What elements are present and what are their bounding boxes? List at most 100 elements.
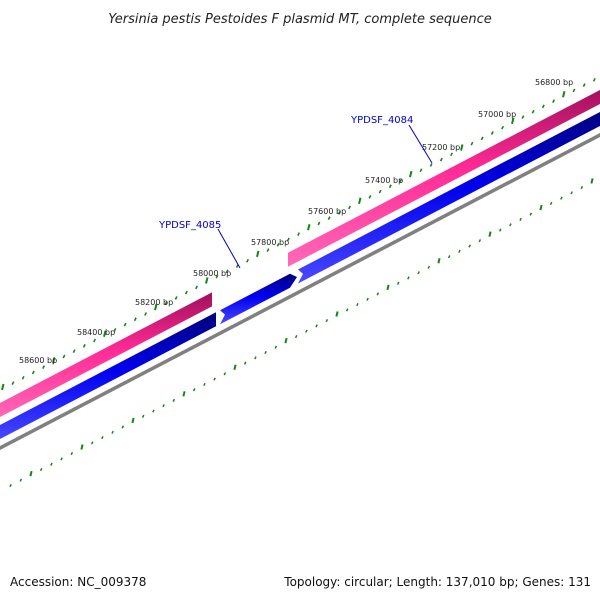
ruler-tick	[582, 83, 586, 87]
inner-tick	[549, 201, 553, 206]
ruler-tick	[552, 99, 556, 103]
inner-tick	[345, 308, 349, 312]
gene-block-reverse[interactable]	[0, 312, 216, 441]
inner-tick	[305, 329, 308, 333]
inner-tick	[366, 297, 369, 301]
ruler-tick	[297, 232, 301, 236]
accession-text: Accession: NC_009378	[10, 575, 146, 589]
inner-tick	[70, 452, 74, 456]
inner-tick	[254, 356, 257, 360]
gene-label-ypdsf-4085[interactable]: YPDSF_4085	[158, 220, 241, 269]
ruler-tick	[541, 104, 545, 109]
ruler-label: 58200 bp	[135, 298, 173, 307]
inner-tick	[80, 444, 84, 450]
inner-tick	[223, 372, 227, 376]
inner-tick	[590, 178, 594, 184]
ruler-tick	[1, 383, 5, 391]
ruler-label: 57400 bp	[365, 176, 403, 185]
ruler-tick	[562, 91, 566, 98]
gene-block-reverse-ypdsf-4084[interactable]	[298, 109, 600, 284]
ruler-tick	[409, 170, 413, 178]
inner-tick	[539, 204, 543, 211]
gene-block-forward[interactable]	[288, 87, 600, 267]
ruler-tick	[531, 109, 535, 114]
inner-tick	[396, 281, 400, 285]
inner-tick	[172, 398, 176, 402]
gene-label-ypdsf-4084[interactable]: YPDSF_4084	[350, 115, 433, 164]
ruler-tick	[317, 221, 321, 226]
gene-label-text[interactable]: YPDSF_4085	[158, 220, 221, 231]
gene-block-forward[interactable]	[0, 292, 212, 419]
ruler-tick	[144, 312, 148, 316]
inner-tick	[447, 255, 451, 259]
inner-tick	[19, 478, 23, 482]
ruler-label: 57200 bp	[422, 143, 460, 152]
ruler-tick	[511, 117, 515, 125]
sequence-backbone	[0, 132, 600, 451]
inner-tick	[192, 388, 196, 392]
inner-tick	[101, 436, 104, 440]
inner-tick	[376, 292, 380, 296]
ruler-tick	[572, 88, 576, 93]
inner-tick	[284, 337, 288, 344]
gene-label-text[interactable]: YPDSF_4084	[350, 115, 413, 126]
ruler-label: 57800 bp	[251, 238, 289, 247]
inner-tick	[141, 414, 145, 418]
ruler-tick	[266, 248, 270, 252]
gene-leader-line	[408, 124, 433, 164]
ruler-tick	[215, 274, 219, 279]
ruler-label: 57000 bp	[478, 110, 516, 119]
ruler-tick	[21, 375, 25, 380]
ruler-tick	[174, 296, 178, 300]
inner-tick	[498, 228, 502, 232]
summary-text: Topology: circular; Length: 137,010 bp; …	[283, 575, 591, 589]
ruler-tick	[378, 189, 382, 194]
inner-tick	[131, 417, 135, 424]
inner-tick	[60, 457, 63, 461]
ruler-tick	[480, 136, 484, 141]
inner-tick	[407, 276, 410, 280]
ruler-tick	[439, 157, 443, 162]
inner-tick	[560, 196, 563, 200]
inner-tick	[121, 425, 125, 429]
ruler-label: 58400 bp	[77, 328, 115, 337]
ruler-tick	[31, 370, 35, 375]
inner-tick	[478, 239, 482, 243]
ruler-tick	[399, 179, 403, 183]
ruler-tick	[133, 317, 137, 322]
ruler-tick	[123, 322, 127, 327]
ruler-tick	[276, 242, 280, 247]
inner-tick	[356, 303, 359, 307]
inner-tick	[9, 483, 12, 488]
inner-tick	[519, 217, 522, 222]
inner-tick	[509, 223, 512, 227]
inner-tick	[264, 350, 267, 355]
coordinate-ruler: 56800 bp 57000 bp 57200 bp 57400 bp 57600 bp…	[1, 77, 596, 391]
ruler-tick	[225, 269, 229, 274]
ruler-tick	[72, 349, 76, 354]
ruler-tick	[348, 205, 352, 210]
ruler-tick	[419, 168, 423, 173]
ruler-tick	[246, 258, 250, 263]
inner-tick	[50, 462, 53, 466]
ruler-tick	[256, 250, 260, 258]
inner-tick	[243, 361, 247, 365]
inner-tick	[29, 470, 33, 477]
ruler-label: 57600 bp	[308, 207, 346, 216]
inner-tick	[213, 377, 216, 381]
ruler-label: 58000 bp	[193, 269, 231, 278]
ruler-tick	[592, 77, 596, 82]
gene-block-reverse-ypdsf-4085[interactable]	[220, 273, 297, 325]
inner-tick	[152, 409, 155, 413]
ruler-tick	[184, 290, 188, 295]
ruler-tick	[490, 131, 494, 135]
inner-tick	[570, 191, 573, 195]
inner-tick	[274, 345, 278, 349]
map-title: Yersinia pestis Pestoides F plasmid MT, …	[108, 12, 492, 27]
ruler-tick	[113, 328, 117, 332]
ruler-tick	[470, 141, 474, 146]
inner-tick	[468, 244, 471, 248]
inner-tick	[294, 334, 298, 339]
ruler-tick	[205, 277, 209, 284]
ruler-tick	[42, 365, 46, 370]
